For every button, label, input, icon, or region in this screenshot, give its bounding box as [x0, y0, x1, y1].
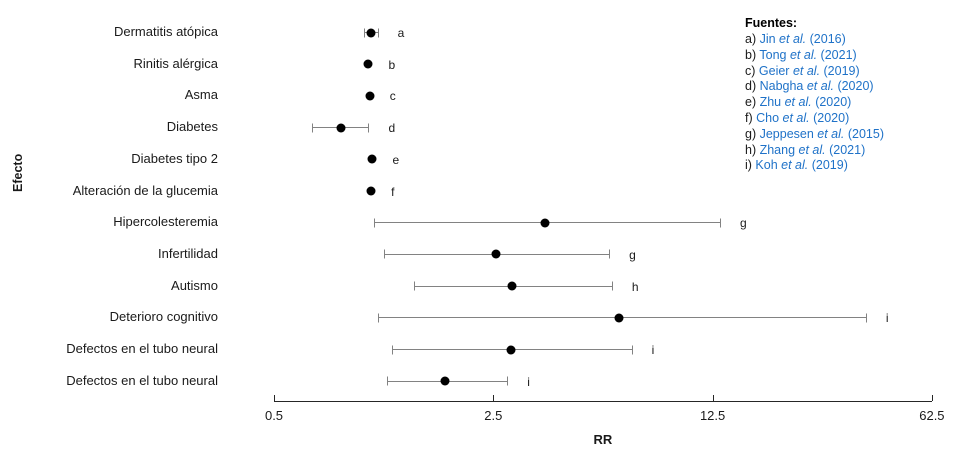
source-letter: a — [397, 26, 405, 40]
x-tick-label: 12.5 — [699, 408, 726, 423]
data-point — [614, 313, 624, 323]
legend-entry-prefix: c) — [745, 63, 759, 78]
ci-cap-right — [611, 281, 613, 291]
category-label: Defectos en el tubo neural — [66, 372, 218, 388]
ci-cap-right — [720, 218, 722, 228]
ci-cap-right — [368, 123, 370, 133]
ci-cap-left — [311, 123, 313, 133]
category-label: Asma — [184, 87, 218, 103]
source-letter: i — [651, 343, 655, 357]
ci-cap-right — [507, 376, 509, 386]
legend-entry: b) Tong et al. (2021) — [745, 48, 884, 64]
x-tick-label: 2.5 — [484, 408, 503, 423]
ci-cap-left — [383, 249, 385, 259]
category-label: Rinitis alérgica — [133, 55, 218, 71]
legend-entries: a) Jin et al. (2016) b) Tong et al. (2021… — [745, 32, 884, 174]
source-letter: b — [388, 57, 396, 72]
x-axis-tick — [931, 395, 933, 401]
legend-source-reference: Zhu et al. (2020) — [759, 95, 852, 110]
source-letter: h — [631, 279, 639, 294]
legend-entry: d) Nabgha et al. (2020) — [745, 79, 884, 95]
legend-title: Fuentes: — [745, 16, 798, 30]
legend-entry-prefix: i) — [745, 158, 756, 173]
legend-source-reference: Jeppesen et al. (2015) — [759, 126, 884, 141]
category-label: Infertilidad — [158, 245, 218, 261]
data-point — [365, 91, 375, 101]
legend-source-reference: Geier et al. (2019) — [758, 63, 860, 78]
data-point — [366, 186, 376, 196]
category-label: Alteración de la glucemia — [72, 182, 218, 198]
x-axis-line — [274, 401, 932, 402]
legend-entry-prefix: d) — [745, 79, 760, 94]
legend-entry-prefix: f) — [745, 110, 757, 125]
legend-entry-prefix: h) — [745, 142, 760, 157]
ci-cap-left — [364, 28, 366, 37]
x-axis-tick — [712, 395, 714, 401]
data-point — [540, 218, 550, 228]
ci-cap-left — [373, 218, 375, 228]
legend-entry-prefix: b) — [745, 47, 760, 62]
data-point — [367, 154, 377, 164]
source-letter: f — [391, 184, 395, 199]
legend-entry-prefix: g) — [745, 126, 760, 141]
category-label: Dermatitis atópica — [113, 24, 218, 39]
legend-entry-prefix: e) — [745, 95, 760, 110]
data-point — [336, 123, 346, 133]
x-axis-tick — [493, 395, 495, 401]
legend-entry: e) Zhu et al. (2020) — [745, 95, 884, 111]
legend-entry: h) Zhang et al. (2021) — [745, 143, 884, 159]
source-letter: c — [389, 89, 396, 104]
category-label: Deterioro cognitivo — [109, 309, 218, 325]
data-point — [506, 345, 516, 354]
legend-source-reference: Koh et al. (2019) — [755, 158, 848, 173]
x-tick-label: 62.5 — [919, 408, 945, 423]
x-axis-tick — [274, 395, 275, 401]
category-label: Hipercolesteremia — [113, 214, 218, 230]
source-letter: g — [629, 247, 636, 262]
legend-source-reference: Cho et al. (2020) — [756, 110, 850, 125]
data-point — [507, 281, 517, 291]
legend-source-reference: Jin et al. (2016) — [759, 32, 846, 46]
legend-source-reference: Tong et al. (2021) — [759, 47, 857, 62]
category-label: Diabetes tipo 2 — [131, 150, 218, 166]
ci-cap-left — [387, 376, 389, 386]
x-axis-title: RR — [593, 432, 613, 447]
data-point — [491, 249, 501, 259]
legend-entry: c) Geier et al. (2019) — [745, 64, 884, 80]
source-letter: i — [527, 374, 530, 389]
data-point — [363, 59, 373, 69]
category-label: Diabetes — [166, 119, 218, 135]
data-point — [366, 28, 376, 37]
data-point — [440, 376, 450, 386]
source-letter: d — [388, 121, 396, 136]
sources-legend: Fuentes: a) Jin et al. (2016) b) Tong et … — [745, 15, 884, 174]
legend-entry: i) Koh et al. (2019) — [745, 158, 884, 174]
source-letter: i — [885, 311, 889, 326]
ci-cap-right — [609, 249, 611, 259]
legend-entry: a) Jin et al. (2016) — [745, 32, 884, 48]
ci-cap-right — [865, 313, 867, 323]
ci-cap-right — [377, 28, 379, 37]
ci-cap-right — [631, 345, 633, 354]
legend-source-reference: Zhang et al. (2021) — [759, 142, 866, 157]
category-label: Defectos en el tubo neural — [66, 341, 218, 356]
category-label: Autismo — [171, 277, 218, 293]
source-letter: g — [740, 216, 747, 231]
legend-entry: g) Jeppesen et al. (2015) — [745, 127, 884, 143]
legend-source-reference: Nabgha et al. (2020) — [759, 79, 874, 94]
ci-cap-left — [377, 313, 379, 323]
legend-entry: f) Cho et al. (2020) — [745, 111, 884, 127]
legend-entry-prefix: a) — [745, 32, 760, 46]
ci-cap-left — [414, 281, 416, 291]
source-letter: e — [392, 152, 400, 167]
x-tick-label: 0.5 — [264, 408, 284, 423]
ci-cap-left — [392, 345, 394, 354]
